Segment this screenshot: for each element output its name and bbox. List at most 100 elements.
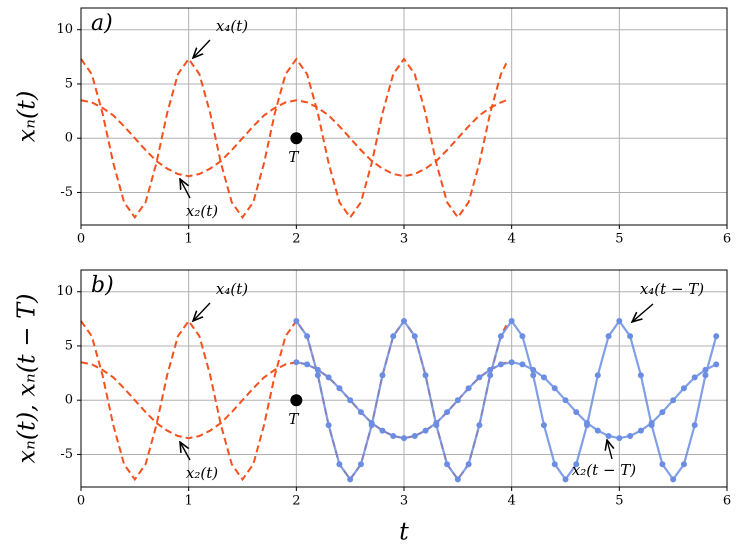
series-marker <box>304 333 311 340</box>
series-marker <box>304 361 311 368</box>
y-tick-label: -5 <box>60 185 73 200</box>
annotation-arrow <box>193 39 211 58</box>
series-marker <box>530 366 537 373</box>
series-marker <box>530 372 537 379</box>
series-marker <box>411 433 418 440</box>
annotation-arrow <box>193 302 211 321</box>
series-marker <box>616 317 623 324</box>
series-marker <box>648 419 655 426</box>
point-marker <box>290 132 303 145</box>
series-marker <box>691 374 698 381</box>
series-marker <box>336 385 343 392</box>
series-marker <box>497 361 504 368</box>
x-tick-label: 2 <box>292 494 300 509</box>
y-tick-label: 0 <box>65 131 73 146</box>
panel-label: b) <box>91 273 114 298</box>
x-tick-label: 5 <box>615 232 623 247</box>
series-marker <box>637 372 644 379</box>
x-tick-label: 4 <box>508 494 516 509</box>
series-annotation: x₂(t − T) <box>572 461 636 479</box>
series-marker <box>551 385 558 392</box>
series-marker <box>659 409 666 416</box>
series-annotation: x₂(t) <box>186 202 218 220</box>
series-marker <box>573 409 580 416</box>
series-marker <box>347 397 354 404</box>
series-marker <box>336 461 343 468</box>
x-tick-label: 0 <box>77 494 85 509</box>
series-marker <box>422 372 429 379</box>
series-marker <box>411 333 418 340</box>
x-tick-label: 6 <box>723 232 731 247</box>
annotation-arrow <box>632 303 654 322</box>
series-marker <box>551 461 558 468</box>
series-annotation: x₄(t) <box>216 280 248 298</box>
series-marker <box>444 409 451 416</box>
series-marker <box>594 427 601 434</box>
series-marker <box>454 476 461 483</box>
series-marker <box>540 422 547 429</box>
series-marker <box>357 461 364 468</box>
series-marker <box>680 385 687 392</box>
series-marker <box>444 461 451 468</box>
series-marker <box>422 427 429 434</box>
plot-frame <box>80 269 728 488</box>
series-marker <box>594 372 601 379</box>
series-marker <box>476 422 483 429</box>
x-tick-label: 4 <box>508 232 516 247</box>
series-marker <box>390 433 397 440</box>
annotation-arrow <box>180 179 191 199</box>
series-marker <box>368 419 375 426</box>
series-marker <box>713 361 720 368</box>
x-tick-label: 0 <box>77 232 85 247</box>
series-marker <box>347 476 354 483</box>
series-line <box>295 319 718 482</box>
series-marker <box>691 422 698 429</box>
series-marker <box>605 333 612 340</box>
series-marker <box>293 317 300 324</box>
series-marker <box>508 317 515 324</box>
series-group <box>80 57 508 220</box>
x-axis-label: t <box>399 518 409 546</box>
series-marker <box>379 372 386 379</box>
series-marker <box>314 372 321 379</box>
series-marker <box>293 359 300 366</box>
series-marker <box>627 433 634 440</box>
series-marker <box>540 374 547 381</box>
series-marker <box>487 372 494 379</box>
x-tick-label: 1 <box>185 494 193 509</box>
series-marker <box>562 476 569 483</box>
series-marker <box>465 461 472 468</box>
point-label: T <box>288 148 299 166</box>
plot-frame <box>80 7 728 226</box>
series-marker <box>401 435 407 442</box>
series-marker <box>454 397 461 404</box>
point-marker <box>290 394 303 407</box>
series-marker <box>702 366 709 373</box>
series-marker <box>325 422 332 429</box>
series-marker <box>637 427 644 434</box>
y-axis-label: xₙ(t) <box>13 91 41 143</box>
series-marker <box>605 433 612 440</box>
series-marker <box>325 374 332 381</box>
series-marker <box>616 435 623 442</box>
series-marker <box>476 374 483 381</box>
series-marker <box>713 333 720 340</box>
series-line <box>80 57 508 220</box>
series-marker <box>659 461 666 468</box>
series-marker <box>357 409 364 416</box>
series-marker <box>584 419 591 426</box>
series-marker <box>573 461 580 468</box>
series-marker <box>433 419 440 426</box>
y-tick-label: 10 <box>56 284 73 299</box>
y-tick-label: -5 <box>60 447 73 462</box>
series-marker <box>401 317 407 324</box>
y-tick-label: 5 <box>65 338 73 353</box>
series-marker <box>627 333 634 340</box>
series-group <box>80 317 720 483</box>
series-marker <box>390 333 397 340</box>
y-tick-label: 0 <box>65 393 73 408</box>
annotation-arrow <box>180 442 191 461</box>
series-line <box>296 361 717 440</box>
series-marker <box>702 372 709 379</box>
